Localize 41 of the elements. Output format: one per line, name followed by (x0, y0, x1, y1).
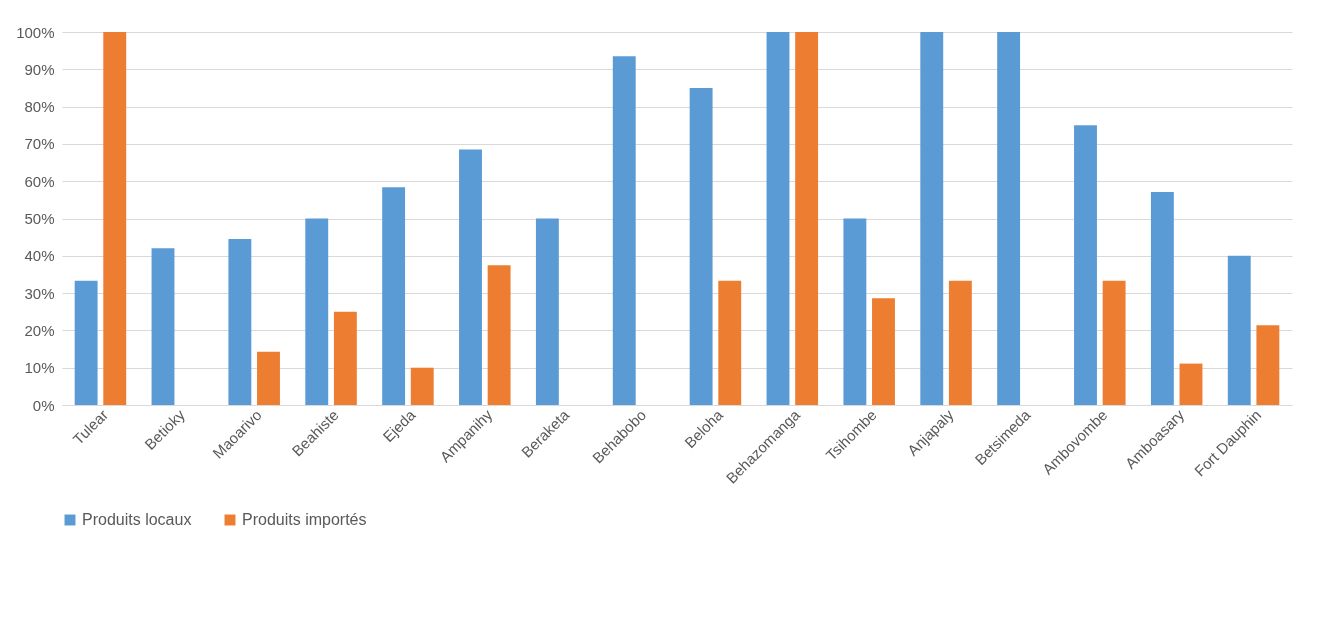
bar (948, 280, 972, 405)
bar (997, 32, 1021, 405)
bar (459, 149, 482, 405)
y-tick-label: 80% (24, 98, 55, 116)
bar (689, 87, 713, 405)
y-tick-label: 0% (32, 396, 55, 414)
legend-label: Produits importés (242, 511, 367, 528)
bar (1227, 255, 1251, 405)
y-tick-label: 60% (24, 172, 55, 190)
bar (333, 311, 357, 405)
bar (257, 351, 280, 405)
bar (228, 239, 252, 405)
y-tick-label: 50% (24, 210, 55, 227)
bar (305, 218, 329, 405)
y-tick-label: 10% (24, 359, 55, 377)
bar (151, 248, 175, 405)
bar (1102, 280, 1126, 405)
y-tick-label: 40% (24, 247, 55, 265)
bar (766, 32, 790, 405)
bar (410, 367, 434, 405)
bar (718, 280, 742, 405)
bar (535, 218, 559, 405)
bar (612, 56, 636, 405)
bar (382, 187, 406, 405)
bar (920, 32, 944, 405)
bar (843, 218, 867, 405)
bar (1074, 125, 1097, 405)
y-tick-label: 30% (24, 284, 55, 302)
y-tick-label: 100% (16, 23, 55, 41)
bar (1256, 325, 1280, 405)
y-tick-label: 90% (24, 60, 55, 78)
bar (872, 298, 895, 405)
bar (1179, 363, 1203, 405)
bar (74, 280, 98, 405)
y-tick-label: 20% (24, 321, 55, 339)
bar (1150, 192, 1174, 405)
legend-label: Produits locaux (82, 511, 192, 528)
bar (795, 32, 819, 405)
y-tick-label: 70% (24, 135, 55, 153)
bar (487, 265, 511, 405)
bar (103, 32, 127, 405)
